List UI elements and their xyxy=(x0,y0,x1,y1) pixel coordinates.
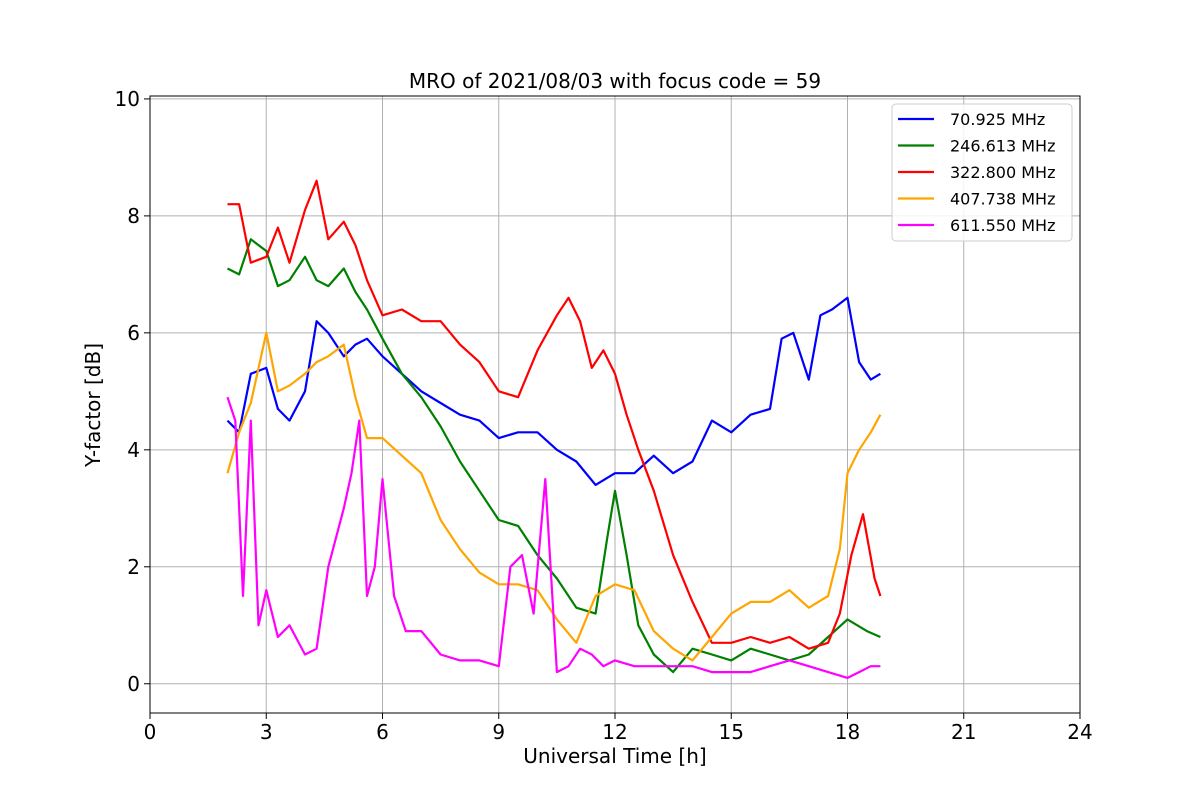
x-tick-label: 9 xyxy=(492,720,505,744)
x-tick-label: 6 xyxy=(376,720,389,744)
y-axis-ticks: 0 2 4 6 8 10 xyxy=(115,87,150,696)
x-tick-label: 3 xyxy=(260,720,273,744)
y-tick-label: 6 xyxy=(127,321,140,345)
x-tick-label: 21 xyxy=(951,720,976,744)
x-tick-label: 24 xyxy=(1067,720,1092,744)
legend-label-4: 611.550 MHz xyxy=(950,216,1055,235)
series-line-1 xyxy=(227,238,881,674)
legend-label-2: 322.800 MHz xyxy=(950,163,1055,182)
legend-label-0: 70.925 MHz xyxy=(950,110,1045,129)
legend-label-1: 246.613 MHz xyxy=(950,137,1055,156)
x-tick-label: 0 xyxy=(144,720,157,744)
x-tick-label: 15 xyxy=(719,720,744,744)
y-tick-label: 4 xyxy=(127,438,140,462)
x-axis-label: Universal Time [h] xyxy=(523,744,706,768)
y-tick-label: 8 xyxy=(127,204,140,228)
x-tick-label: 18 xyxy=(835,720,860,744)
plot-lines xyxy=(226,179,882,680)
series-line-2 xyxy=(227,179,882,650)
x-axis-ticks: 0 3 6 9 12 15 18 21 24 xyxy=(144,713,1093,744)
series-line-4 xyxy=(226,396,881,680)
y-tick-label: 2 xyxy=(127,555,140,579)
legend-box xyxy=(891,103,1073,242)
series-line-0 xyxy=(226,296,881,486)
legend-label-3: 407.738 MHz xyxy=(950,190,1055,209)
legend: 70.925 MHz 246.613 MHz 322.800 MHz 407.738 … xyxy=(891,103,1073,242)
series-line-3 xyxy=(226,331,882,662)
y-tick-label: 0 xyxy=(127,672,140,696)
y-tick-label: 10 xyxy=(115,87,140,111)
x-tick-label: 12 xyxy=(602,720,627,744)
y-axis-label: Y-factor [dB] xyxy=(81,343,105,468)
chart-title: MRO of 2021/08/03 with focus code = 59 xyxy=(409,69,821,93)
